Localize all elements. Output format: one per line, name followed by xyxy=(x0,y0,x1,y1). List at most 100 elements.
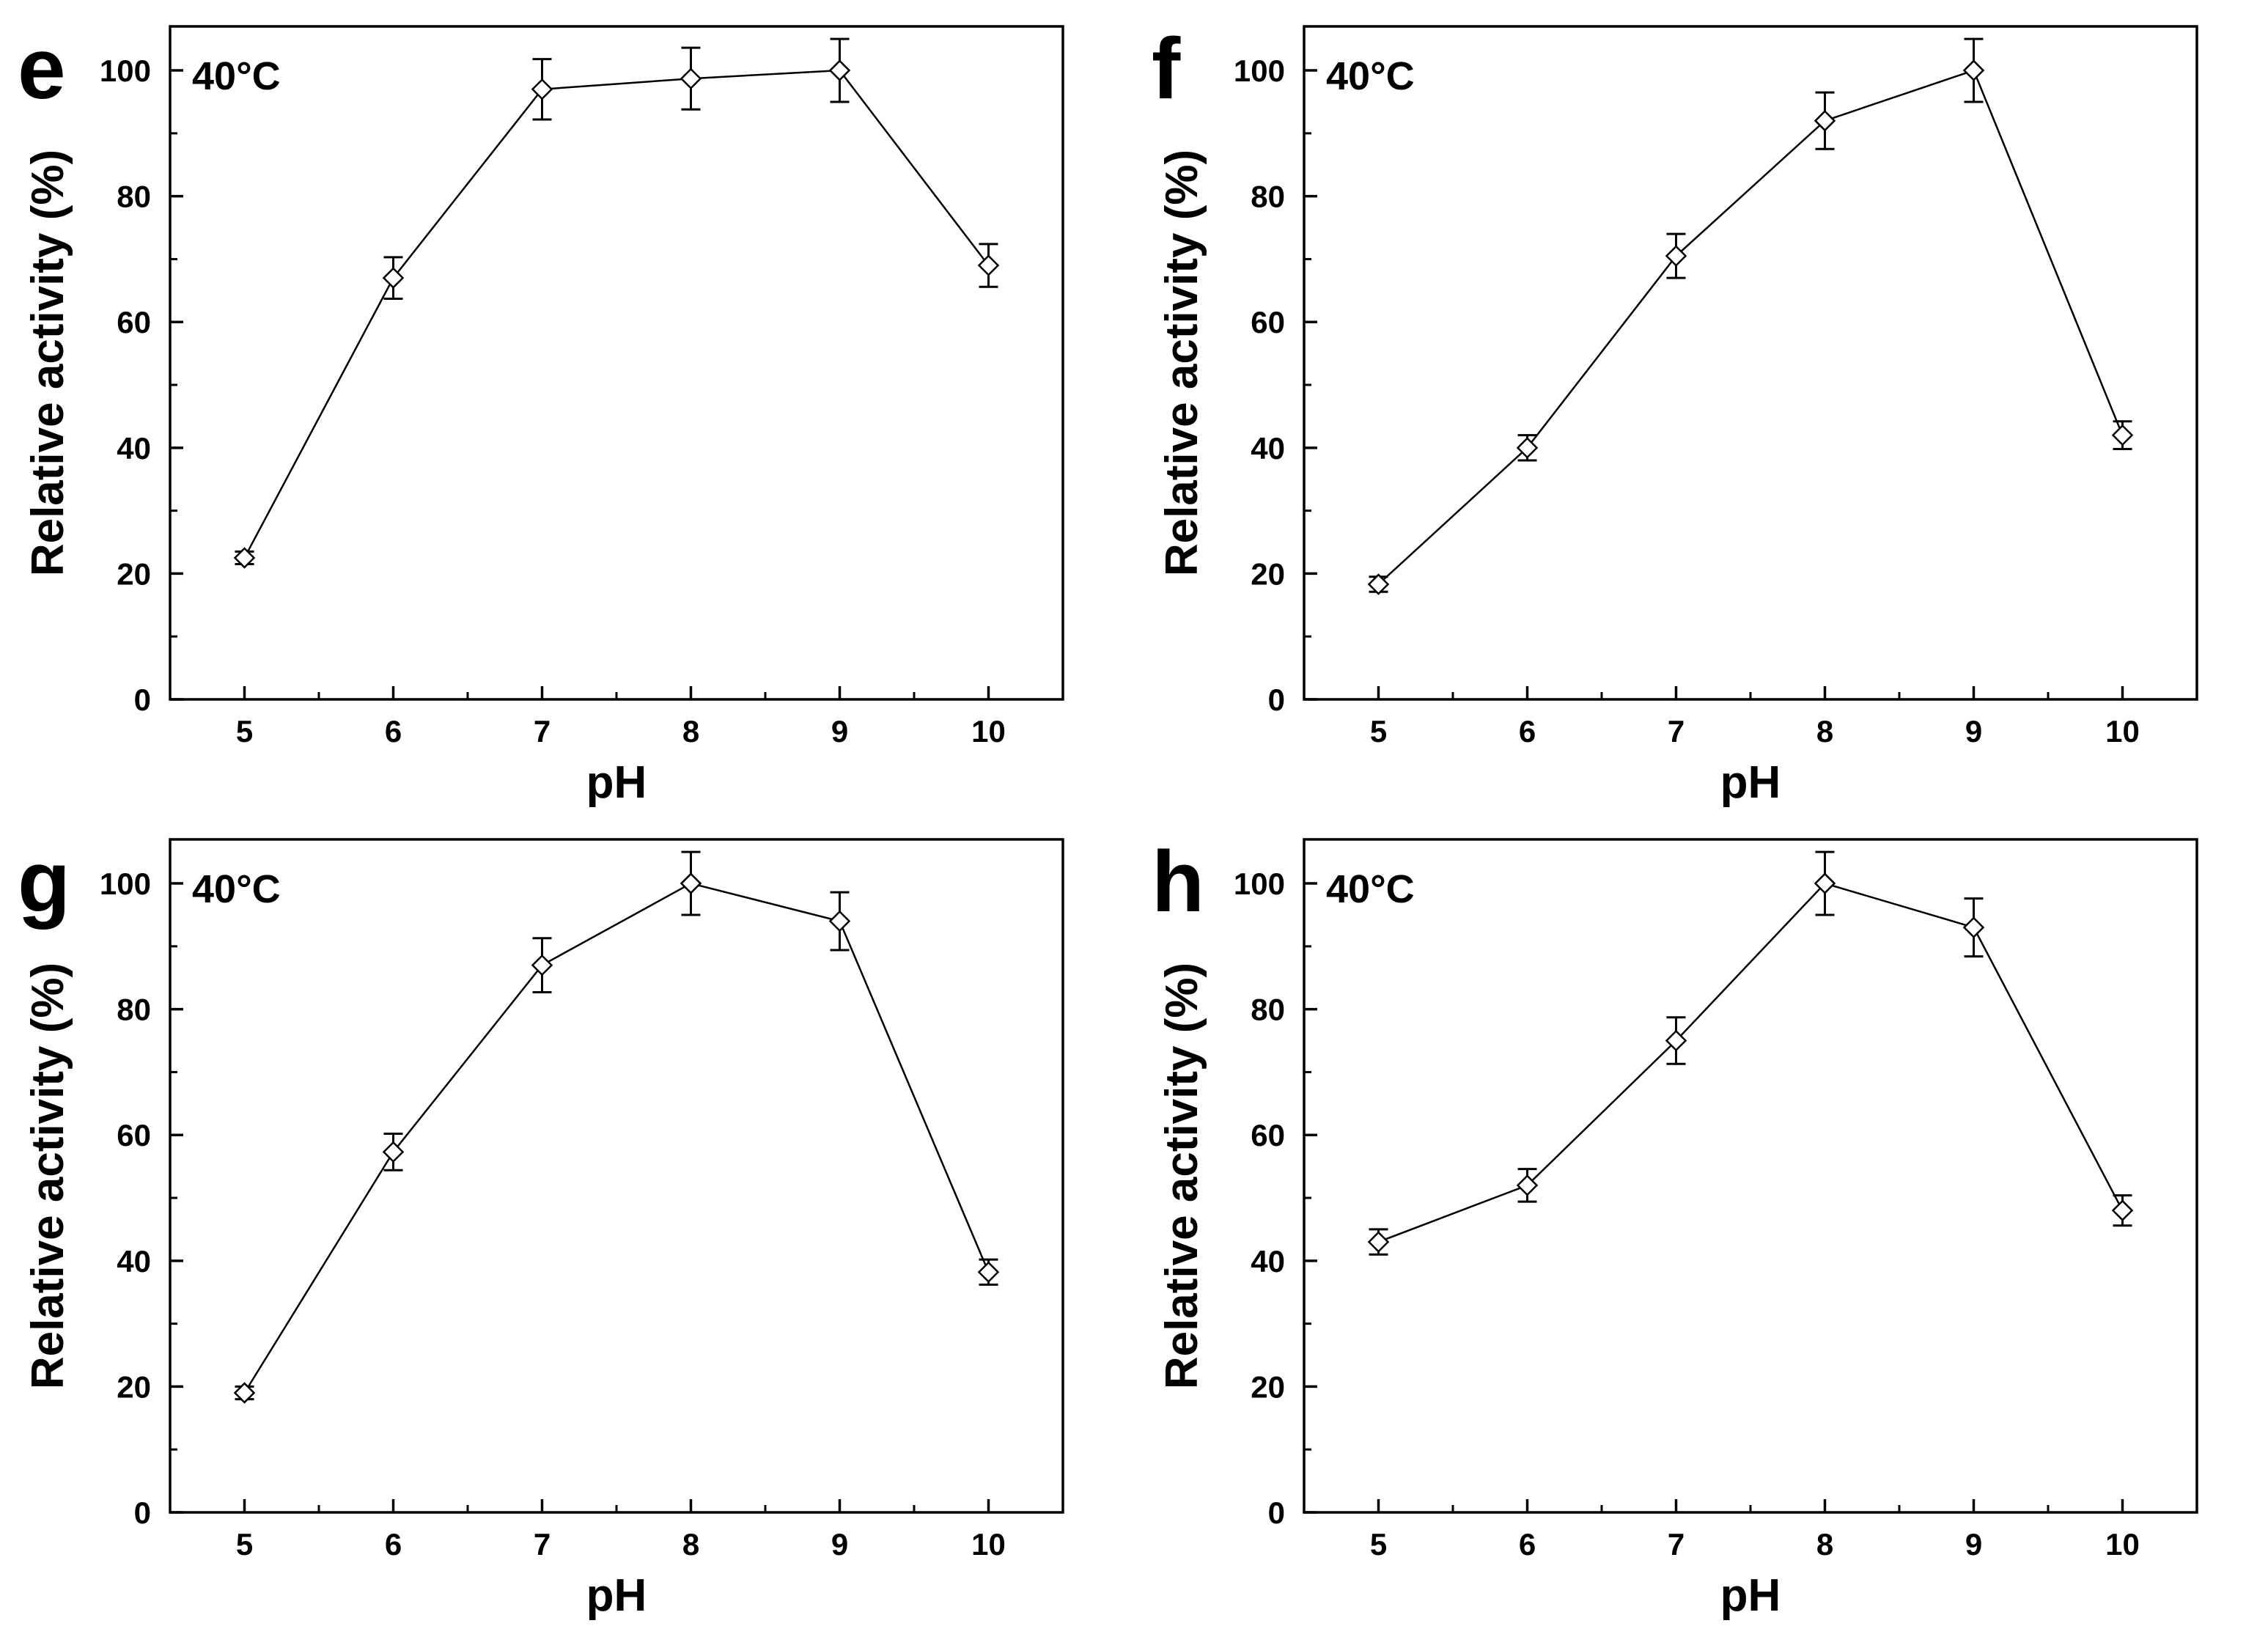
data-point-diamond xyxy=(233,1382,256,1404)
data-point-diamond xyxy=(382,1141,405,1163)
y-tick-label: 80 xyxy=(117,993,151,1027)
y-axis-label: Relative activity (%) xyxy=(1157,963,1207,1389)
x-tick-label: 10 xyxy=(2105,1527,2140,1561)
data-point-diamond xyxy=(1516,437,1539,459)
x-tick-label: 9 xyxy=(831,1527,848,1561)
x-tick-label: 9 xyxy=(831,714,848,748)
y-tick-label: 80 xyxy=(1251,993,1285,1027)
y-tick-label: 40 xyxy=(117,1244,151,1279)
y-tick-label: 40 xyxy=(1251,431,1285,466)
x-tick-label: 8 xyxy=(1816,714,1833,748)
series-line xyxy=(1377,69,2124,585)
data-point-diamond xyxy=(1814,109,1836,132)
y-tick-label: 100 xyxy=(1234,867,1285,901)
data-point-diamond xyxy=(1367,573,1390,595)
y-tick-label: 100 xyxy=(1234,54,1285,88)
y-tick-label: 40 xyxy=(117,431,151,466)
temperature-annotation: 40°C xyxy=(1326,867,1415,911)
data-point-diamond xyxy=(1516,1174,1539,1196)
series-line xyxy=(243,69,990,559)
x-tick-label: 7 xyxy=(1668,714,1685,748)
y-axis-label: Relative activity (%) xyxy=(23,150,73,576)
chart-panel-e: 5 6 7 8 9 10 0 20 40 60 80 100 pH Relative activity (… xyxy=(0,0,1134,813)
x-tick-label: 6 xyxy=(1519,714,1536,748)
x-tick-label: 8 xyxy=(682,1527,699,1561)
x-tick-label: 6 xyxy=(385,714,402,748)
panel-letter: g xyxy=(18,834,70,930)
y-tick-label: 100 xyxy=(100,54,151,88)
y-tick-label: 0 xyxy=(134,683,151,717)
y-tick-label: 20 xyxy=(117,1369,151,1404)
x-tick-label: 6 xyxy=(385,1527,402,1561)
data-point-diamond xyxy=(977,254,1000,276)
plot-frame xyxy=(1303,25,2198,701)
y-tick-label: 60 xyxy=(1251,1118,1285,1152)
chart-panel-g: 5 6 7 8 9 10 0 20 40 60 80 100 pH Relative activity (… xyxy=(0,813,1134,1626)
y-tick-label: 80 xyxy=(1251,180,1285,214)
data-point-diamond xyxy=(1665,1029,1687,1052)
data-point-diamond xyxy=(680,872,702,894)
data-point-diamond xyxy=(233,547,256,569)
x-axis-label: pH xyxy=(1720,1570,1781,1621)
x-tick-label: 5 xyxy=(236,1527,253,1561)
y-axis-label: Relative activity (%) xyxy=(1157,150,1207,576)
data-point-diamond xyxy=(977,1261,1000,1284)
x-tick-label: 7 xyxy=(1668,1527,1685,1561)
y-tick-label: 20 xyxy=(117,556,151,591)
temperature-annotation: 40°C xyxy=(192,54,281,98)
temperature-annotation: 40°C xyxy=(1326,54,1415,98)
x-tick-label: 6 xyxy=(1519,1527,1536,1561)
data-point-diamond xyxy=(382,267,405,289)
x-tick-label: 5 xyxy=(1370,714,1387,748)
series-line xyxy=(243,882,990,1394)
temperature-annotation: 40°C xyxy=(192,867,281,911)
y-tick-label: 60 xyxy=(1251,305,1285,339)
data-point-diamond xyxy=(1962,916,1985,938)
data-point-diamond xyxy=(828,59,851,81)
series-line xyxy=(1378,882,2124,1243)
x-tick-label: 7 xyxy=(534,1527,551,1561)
data-point-diamond xyxy=(2111,424,2134,446)
plot-frame xyxy=(169,838,1064,1514)
x-tick-label: 8 xyxy=(682,714,699,748)
y-tick-label: 80 xyxy=(117,180,151,214)
data-point-diamond xyxy=(1962,59,1985,81)
y-tick-label: 40 xyxy=(1251,1244,1285,1279)
data-point-diamond xyxy=(2111,1199,2134,1221)
x-tick-label: 5 xyxy=(236,714,253,748)
x-tick-label: 8 xyxy=(1816,1527,1833,1561)
panel-letter: h xyxy=(1152,834,1204,930)
plot-frame xyxy=(169,25,1064,701)
y-tick-label: 100 xyxy=(100,867,151,901)
y-tick-label: 60 xyxy=(117,1118,151,1152)
data-point-diamond xyxy=(1814,872,1836,894)
data-point-diamond xyxy=(531,954,553,976)
data-point-diamond xyxy=(680,67,702,89)
x-tick-label: 5 xyxy=(1370,1527,1387,1561)
y-tick-label: 0 xyxy=(1268,683,1285,717)
y-axis-label: Relative activity (%) xyxy=(23,963,73,1389)
y-tick-label: 0 xyxy=(1268,1496,1285,1530)
x-tick-label: 10 xyxy=(2105,714,2140,748)
data-point-diamond xyxy=(1665,245,1687,267)
data-point-diamond xyxy=(1367,1231,1390,1253)
x-tick-label: 7 xyxy=(534,714,551,748)
data-point-diamond xyxy=(531,78,553,100)
x-tick-label: 10 xyxy=(971,1527,1006,1561)
plot-frame xyxy=(1303,838,2198,1514)
x-axis-label: pH xyxy=(586,757,647,808)
chart-panel-h: 5 6 7 8 9 10 0 20 40 60 80 100 pH Relative activity (… xyxy=(1134,813,2268,1626)
x-tick-label: 9 xyxy=(1965,714,1982,748)
panel-letter: f xyxy=(1152,21,1181,117)
x-tick-label: 10 xyxy=(971,714,1006,748)
data-point-diamond xyxy=(828,910,851,932)
x-tick-label: 9 xyxy=(1965,1527,1982,1561)
panel-letter: e xyxy=(18,21,66,117)
y-tick-label: 20 xyxy=(1251,1369,1285,1404)
y-tick-label: 60 xyxy=(117,305,151,339)
y-tick-label: 20 xyxy=(1251,556,1285,591)
